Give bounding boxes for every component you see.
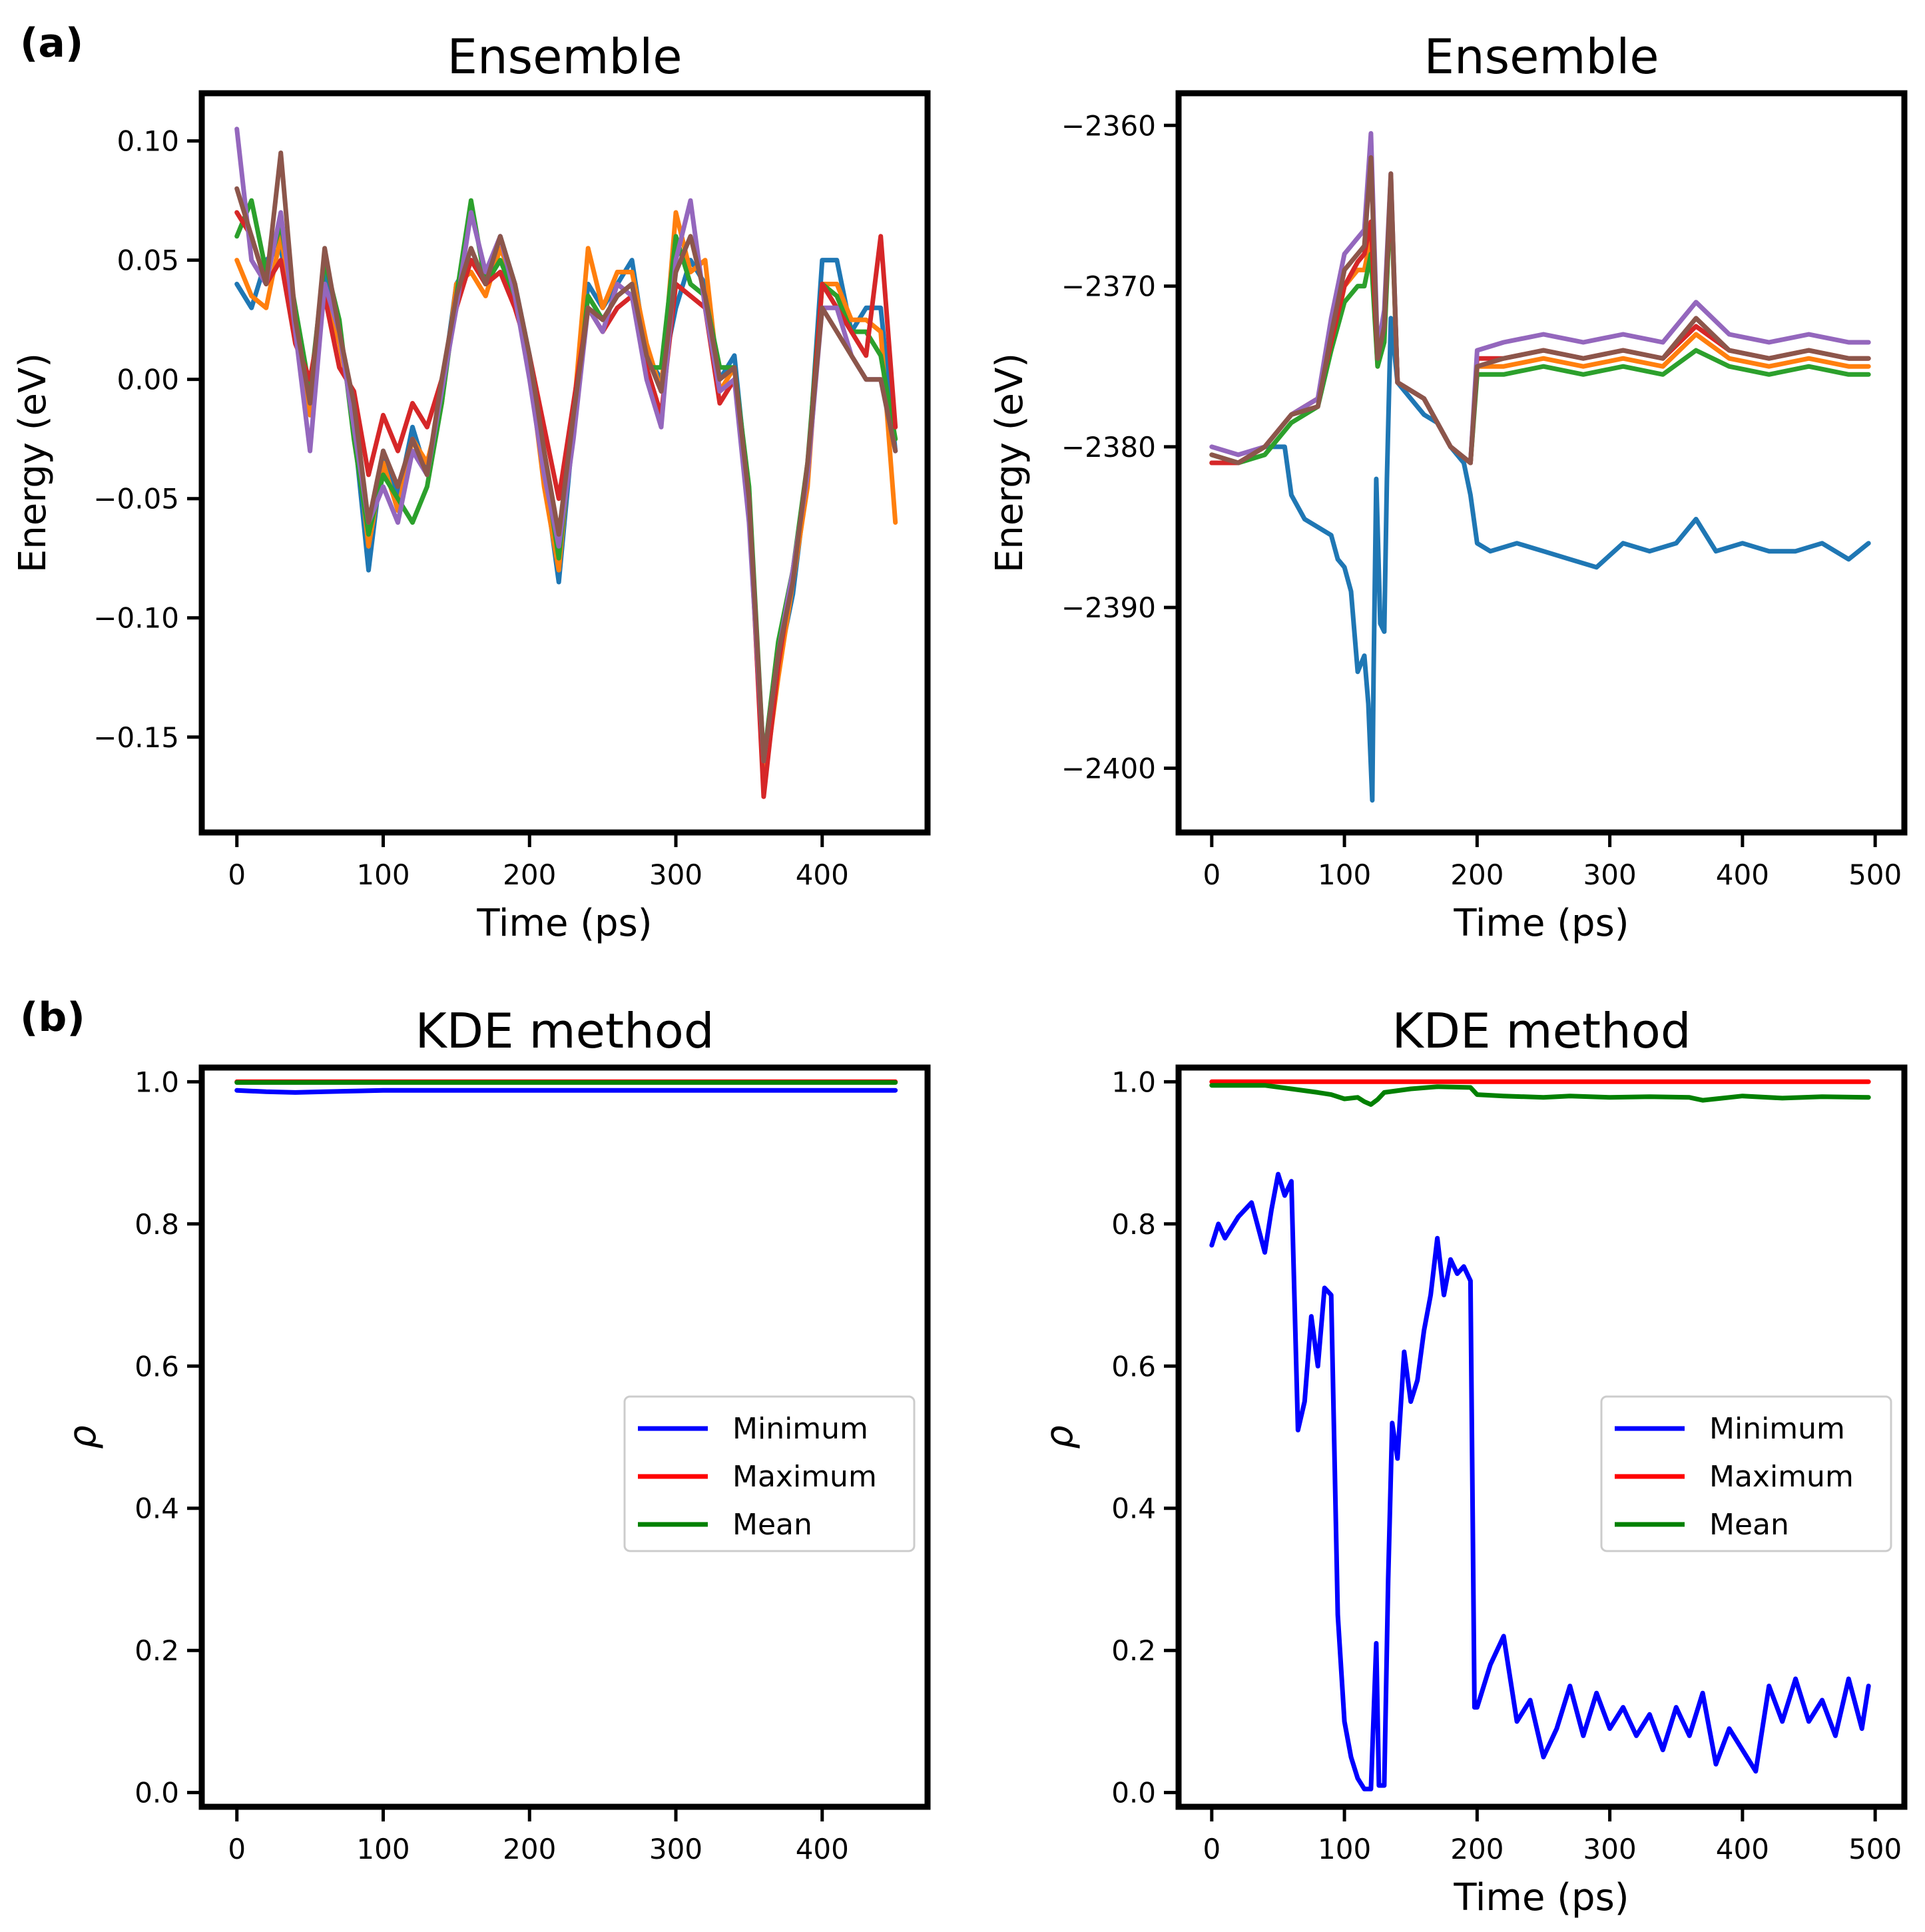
x-tick-label: 100	[356, 1833, 410, 1865]
x-tick-label: 300	[649, 858, 702, 891]
x-tick-label: 100	[356, 858, 410, 891]
x-tick-label: 200	[1450, 858, 1504, 891]
y-tick-label: 0.8	[1111, 1208, 1156, 1241]
y-axis-label: Energy (eV)	[988, 353, 1031, 573]
x-tick-label: 300	[649, 1833, 702, 1865]
series-line-1	[1209, 316, 1871, 803]
y-tick-label: −2360	[1061, 109, 1156, 142]
x-tick-label: 200	[503, 858, 556, 891]
x-tick-label: 100	[1318, 1833, 1371, 1865]
plot-frame	[1175, 1064, 1908, 1810]
x-tick-label: 300	[1583, 858, 1637, 891]
x-tick-label: 300	[1583, 1833, 1637, 1865]
y-tick-label: −2370	[1061, 270, 1156, 303]
x-tick-label: 400	[1716, 1833, 1769, 1865]
y-tick-label: 0.4	[135, 1492, 179, 1525]
x-tick-label: 0	[228, 858, 246, 891]
x-tick-label: 500	[1848, 1833, 1902, 1865]
series-line-minimum	[1209, 1171, 1871, 1791]
legend-label-maximum: Maximum	[732, 1460, 877, 1494]
series-group	[234, 127, 898, 799]
y-tick-label: 1.0	[1111, 1066, 1156, 1098]
series-group	[1209, 1079, 1871, 1791]
x-tick-label: 400	[1716, 858, 1769, 891]
x-axis-label: Time (ps)	[476, 902, 652, 945]
x-tick-label: 0	[228, 1833, 246, 1865]
y-axis-label: Energy (eV)	[11, 353, 55, 573]
y-tick-label: −2390	[1061, 591, 1156, 624]
legend: Minimum Maximum Mean	[1600, 1395, 1892, 1552]
chart-kde-left: 0 100 200 300 400 0.0 0.2 0.4 0.6 0.8 1.0 KDE metho…	[61, 1003, 931, 1865]
chart-kde-right: 0 100 200 300 400 500 0.0 0.2 0.4 0.6 0.8 1.0 KDE me…	[1038, 1003, 1908, 1919]
legend-box	[1600, 1395, 1892, 1552]
x-axis-label: Time (ps)	[1453, 902, 1629, 945]
series-line-minimum	[234, 1088, 898, 1095]
y-tick-label: 1.0	[135, 1066, 179, 1098]
y-tick-label: −0.05	[93, 483, 179, 515]
y-tick-label: −0.10	[93, 602, 179, 635]
x-tick-label: 0	[1203, 858, 1221, 891]
y-tick-label: 0.05	[117, 244, 179, 277]
legend-label-minimum: Minimum	[1709, 1412, 1845, 1446]
x-tick-label: 500	[1848, 858, 1902, 891]
y-tick-label: 0.4	[1111, 1492, 1156, 1525]
plot-frame	[1175, 90, 1908, 836]
x-tick-label: 0	[1203, 1833, 1221, 1865]
x-axis-label: Time (ps)	[1453, 1876, 1629, 1919]
y-tick-label: −2380	[1061, 431, 1156, 464]
panel-label-a: (a)	[20, 20, 83, 67]
y-tick-label: 0.2	[135, 1634, 179, 1667]
legend-label-mean: Mean	[1709, 1508, 1789, 1542]
chart-title: Ensemble	[1424, 29, 1659, 85]
x-tick-label: 200	[1450, 1833, 1504, 1865]
y-tick-label: 0.6	[135, 1350, 179, 1383]
y-axis-label: ρ	[1038, 1425, 1081, 1449]
series-line-mean	[1209, 1083, 1871, 1107]
x-tick-label: 400	[796, 858, 849, 891]
series-group	[234, 1079, 898, 1095]
x-tick-label: 400	[796, 1833, 849, 1865]
y-tick-label: −0.15	[93, 721, 179, 754]
y-axis-label: ρ	[61, 1425, 105, 1449]
series-line-2	[1209, 187, 1871, 466]
chart-energy-left: 0 100 200 300 400 −0.15 −0.10 −0.05 0.00 0.05 0.10…	[11, 29, 931, 945]
series-group	[1209, 131, 1871, 803]
y-tick-label: −2400	[1061, 752, 1156, 785]
panel-label-b: (b)	[20, 994, 85, 1041]
series-line-3	[1209, 187, 1871, 466]
y-tick-label: 0.2	[1111, 1634, 1156, 1667]
plot-frame	[198, 1064, 931, 1810]
series-line-6	[234, 151, 898, 764]
y-tick-label: 0.0	[135, 1777, 179, 1809]
legend-label-maximum: Maximum	[1709, 1460, 1854, 1494]
series-line-6	[1209, 155, 1871, 466]
x-tick-label: 200	[503, 1833, 556, 1865]
legend-label-mean: Mean	[732, 1508, 812, 1542]
series-line-4	[1209, 179, 1871, 466]
x-tick-label: 100	[1318, 858, 1371, 891]
y-tick-label: 0.6	[1111, 1350, 1156, 1383]
y-tick-label: 0.10	[117, 125, 179, 158]
y-tick-label: 0.0	[1111, 1777, 1156, 1809]
y-tick-label: 0.8	[135, 1208, 179, 1241]
plot-frame	[198, 90, 931, 836]
chart-title: KDE method	[415, 1003, 714, 1059]
legend: Minimum Maximum Mean	[623, 1395, 916, 1552]
y-tick-label: 0.00	[117, 364, 179, 396]
chart-energy-right: 0 100 200 300 400 500 −2400 −2390 −2380 −2370 −236…	[988, 29, 1908, 945]
legend-box	[623, 1395, 916, 1552]
chart-title: KDE method	[1392, 1003, 1691, 1059]
legend-label-minimum: Minimum	[732, 1412, 868, 1446]
chart-title: Ensemble	[447, 29, 682, 85]
